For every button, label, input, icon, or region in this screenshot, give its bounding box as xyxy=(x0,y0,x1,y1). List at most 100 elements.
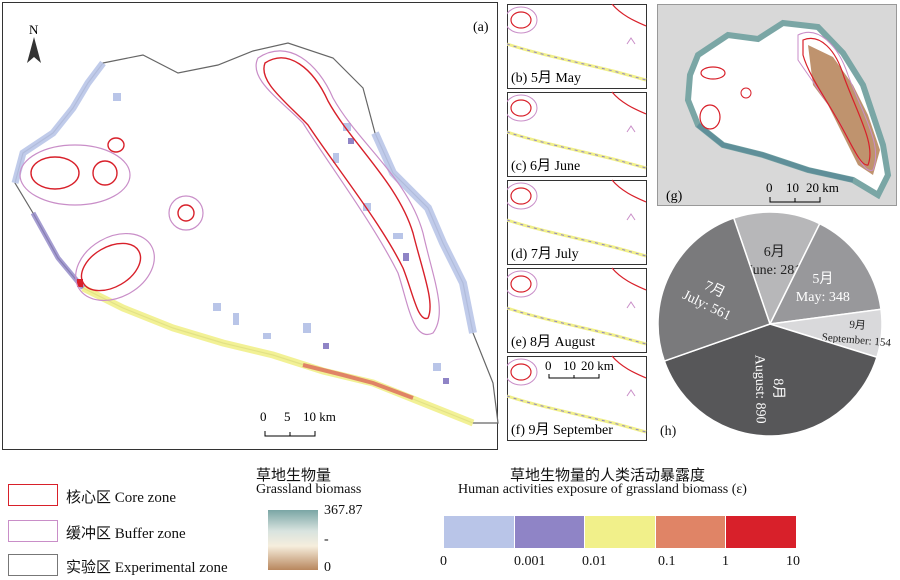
exposure-band-west xyxy=(11,60,106,184)
biomass-title-en: Grassland biomass xyxy=(256,482,362,497)
scale-tick-10: 10 km xyxy=(303,409,336,424)
month-exposure-band-accent xyxy=(506,307,647,345)
exposure-hotspot xyxy=(77,279,83,287)
month-panel-label: (e) 8月 August xyxy=(511,334,595,350)
month-buffer-zone-mark xyxy=(626,213,636,221)
month-buffer-zone-mark xyxy=(626,37,636,45)
pie-label-may: 5月 May: 348 xyxy=(796,271,850,305)
svg-text:6月: 6月 xyxy=(764,244,785,260)
month-buffer-zone-mark xyxy=(626,125,636,133)
g-scale-bar: 0 10 20 km xyxy=(766,180,839,203)
panel-label-a: (a) xyxy=(473,20,489,35)
month-buffer-zone-mark xyxy=(626,301,636,309)
core-zone-center xyxy=(177,204,195,222)
core-zone-west-b xyxy=(92,160,118,186)
legend-buffer-label: 缓冲区 Buffer zone xyxy=(66,526,186,542)
pie-label-june: 6月 June: 281 xyxy=(747,244,801,278)
legend-buffer-swatch xyxy=(8,520,58,542)
main-map-panel: N 0 5 10 km (a) xyxy=(2,2,499,450)
month-panel-f: (f) 9月 September xyxy=(504,355,647,441)
panel-label-g: (g) xyxy=(666,189,683,204)
exposure-swatch xyxy=(726,516,796,548)
legend-experimental-label: 实验区 Experimental zone xyxy=(66,560,228,576)
biomass-map-svg: 0 10 20 km (g) xyxy=(666,19,892,204)
month-panels-svg: (b) 5月 May (c) 6月 June (d) 7月 July (e) 8月 A… xyxy=(504,3,647,441)
exposure-pixels-medium xyxy=(323,138,449,384)
month-panel-c: (c) 6月 June xyxy=(504,91,647,177)
pie-slice-may xyxy=(768,222,882,325)
svg-text:5月: 5月 xyxy=(812,271,833,287)
core-zone-g-center xyxy=(740,87,752,99)
month-core-zone xyxy=(510,275,532,293)
exposure-pixels xyxy=(113,93,441,371)
svg-text:9月: 9月 xyxy=(849,319,866,332)
zone-legend: 核心区 Core zone 缓冲区 Buffer zone 实验区 Experi… xyxy=(8,482,258,578)
scale-tick-5: 5 xyxy=(284,409,291,424)
buffer-zone-west xyxy=(19,144,131,206)
buffer-zone-east xyxy=(255,50,440,336)
month-core-zone-east xyxy=(611,355,647,379)
month-core-zone xyxy=(510,363,532,381)
biomass-map-panel: 0 10 20 km (g) xyxy=(657,4,897,206)
month-panel-b: (b) 5月 May xyxy=(504,3,647,89)
biomass-legend: 草地生物量 Grassland biomass 367.87 - 0 xyxy=(252,464,412,578)
core-zone-g-nw xyxy=(700,66,726,80)
month-panels: (b) 5月 May (c) 6月 June (d) 7月 July (e) 8月 A… xyxy=(504,3,647,444)
exposure-band-south-hot xyxy=(302,363,414,400)
biomass-title-cn: 草地生物量 xyxy=(256,468,332,484)
pie-slice-june xyxy=(732,211,821,326)
main-scale-bar: 0 5 10 km xyxy=(260,409,336,437)
core-zone-west-c xyxy=(107,137,125,153)
biomass-edge-west xyxy=(696,123,854,183)
svg-text:20 km: 20 km xyxy=(806,180,839,195)
biomass-mid-label: - xyxy=(324,532,329,547)
exposure-title-en: Human activities exposure of grassland b… xyxy=(458,482,747,497)
exposure-title-cn: 草地生物量的人类活动暴露度 xyxy=(510,468,706,484)
month-buffer-zone-mark xyxy=(626,389,636,397)
month-core-zone-east xyxy=(611,179,647,203)
month-panel-label: (b) 5月 May xyxy=(511,70,581,86)
month-core-zone-east xyxy=(611,91,647,115)
small-scale-tick: 20 km xyxy=(581,358,614,373)
month-exposure-band-accent xyxy=(506,395,647,433)
biomass-color-ramp xyxy=(268,510,318,570)
small-scale-tick: 0 xyxy=(545,358,552,373)
month-exposure-band-accent xyxy=(506,43,647,81)
biomass-max-label: 367.87 xyxy=(324,503,363,518)
main-map-svg: N 0 5 10 km (a) xyxy=(11,20,499,437)
north-arrow-icon: N xyxy=(27,22,41,63)
month-panel-label: (f) 9月 September xyxy=(511,422,613,438)
svg-text:10: 10 xyxy=(786,180,799,195)
legend-core-swatch xyxy=(8,484,58,506)
core-zone-east xyxy=(263,57,431,320)
exposure-swatch xyxy=(585,516,656,548)
month-panel-d: (d) 7月 July xyxy=(504,179,647,265)
exposure-band-sw xyxy=(30,211,85,290)
exposure-break-label: 0.1 xyxy=(658,554,676,569)
svg-text:8月: 8月 xyxy=(770,378,786,399)
month-panel-label: (d) 7月 July xyxy=(511,246,579,262)
biomass-min-label: 0 xyxy=(324,560,331,575)
exposure-break-label: 0.001 xyxy=(514,554,546,569)
buffer-zone-sw xyxy=(75,232,155,302)
month-core-zone-east xyxy=(611,267,647,291)
core-zone-g xyxy=(802,37,871,166)
small-scale-bar: 0 10 20 km xyxy=(545,358,614,379)
exposure-swatch xyxy=(444,516,515,548)
month-exposure-band-accent xyxy=(506,219,647,257)
svg-text:0: 0 xyxy=(766,180,773,195)
legend-core-label: 核心区 Core zone xyxy=(66,490,176,506)
core-zone-sw xyxy=(80,242,142,292)
pie-chart-panel: 6月 June: 281 5月 May: 348 9月 September: 154 8月 A… xyxy=(652,208,898,446)
pie-slice-august xyxy=(663,323,878,437)
month-core-zone-east xyxy=(611,3,647,27)
core-zone-west-a xyxy=(30,156,80,190)
exposure-break-label: 0 xyxy=(440,554,447,569)
panel-label-h: (h) xyxy=(660,424,677,439)
biomass-high-region xyxy=(808,45,880,175)
exposure-color-bar xyxy=(444,516,796,548)
svg-text:May: 348: May: 348 xyxy=(796,290,850,305)
exposure-break-label: 1 xyxy=(722,554,729,569)
